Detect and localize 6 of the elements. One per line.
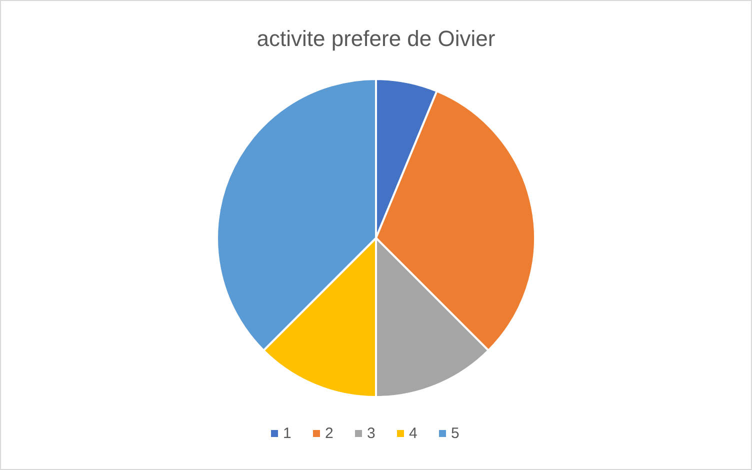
legend-label: 1 — [283, 425, 292, 442]
legend-label: 4 — [409, 425, 418, 442]
legend-label: 2 — [325, 425, 334, 442]
legend-label: 5 — [451, 425, 460, 442]
legend-label: 3 — [367, 425, 376, 442]
chart-title: activite prefere de Oivier — [256, 26, 496, 51]
